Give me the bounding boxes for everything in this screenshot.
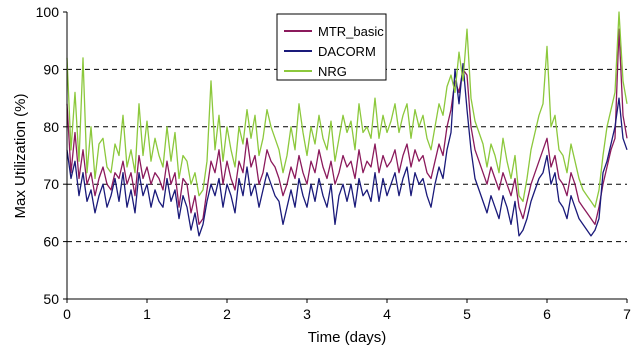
x-tick-label: 4: [383, 306, 391, 322]
axes: [66, 12, 627, 300]
series-lines: [66, 11, 628, 237]
x-axis-title: Time (days): [308, 329, 387, 346]
y-tick-labels: 50 60 70 80 90 100: [36, 4, 67, 307]
x-tick-label: 6: [543, 306, 551, 322]
x-tick-label: 2: [223, 306, 231, 322]
y-tick-label: 60: [43, 234, 59, 250]
x-tick-label: 0: [63, 306, 71, 322]
series-line-nrg: [66, 11, 628, 208]
legend-box: [276, 13, 387, 81]
x-tick-label: 5: [463, 306, 471, 322]
series-line-mtr_basic: [66, 28, 628, 226]
x-tick-label: 3: [303, 306, 311, 322]
y-tick-label: 90: [43, 61, 59, 77]
legend-label-dacorm: DACORM: [318, 44, 376, 59]
y-tick-label: 80: [43, 119, 59, 135]
x-tick-label: 1: [143, 306, 151, 322]
y-tick-label: 100: [36, 4, 60, 20]
x-tick-labels: 0 1 2 3 4 5 6 7: [63, 299, 631, 322]
legend: MTR_basic DACORM NRG: [276, 13, 387, 81]
legend-label-nrg: NRG: [318, 64, 347, 79]
y-tick-label: 70: [43, 176, 59, 192]
x-tick-label: 7: [623, 306, 631, 322]
legend-label-mtr_basic: MTR_basic: [318, 24, 384, 39]
y-axis-title: Max Utilization (%): [12, 93, 29, 218]
y-tick-label: 50: [43, 291, 59, 307]
series-line-dacorm: [66, 63, 628, 237]
